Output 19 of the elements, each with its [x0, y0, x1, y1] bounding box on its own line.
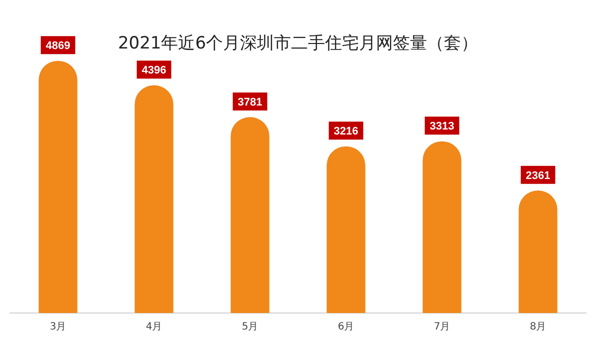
data-label: 3313 — [430, 120, 454, 133]
data-label: 2361 — [526, 170, 550, 182]
x-tick-label: 3月 — [50, 322, 66, 333]
data-label: 4396 — [142, 64, 166, 77]
data-label: 3216 — [334, 126, 358, 138]
data-label: 4869 — [46, 40, 70, 52]
bar — [422, 141, 462, 313]
x-tick-label: 6月 — [338, 322, 354, 333]
x-tick-label: 8月 — [530, 322, 546, 333]
x-tick-label: 4月 — [146, 322, 162, 333]
x-tick-label: 5月 — [242, 322, 258, 333]
x-tick-label: 7月 — [434, 322, 450, 333]
bar — [134, 85, 174, 313]
bar — [326, 146, 366, 313]
bar — [38, 60, 78, 313]
data-label: 3781 — [238, 96, 262, 108]
chart-title: 2021年近6个月深圳市二手住宅月网签量（套） — [118, 34, 478, 54]
bar — [518, 190, 558, 313]
bar — [230, 117, 270, 313]
